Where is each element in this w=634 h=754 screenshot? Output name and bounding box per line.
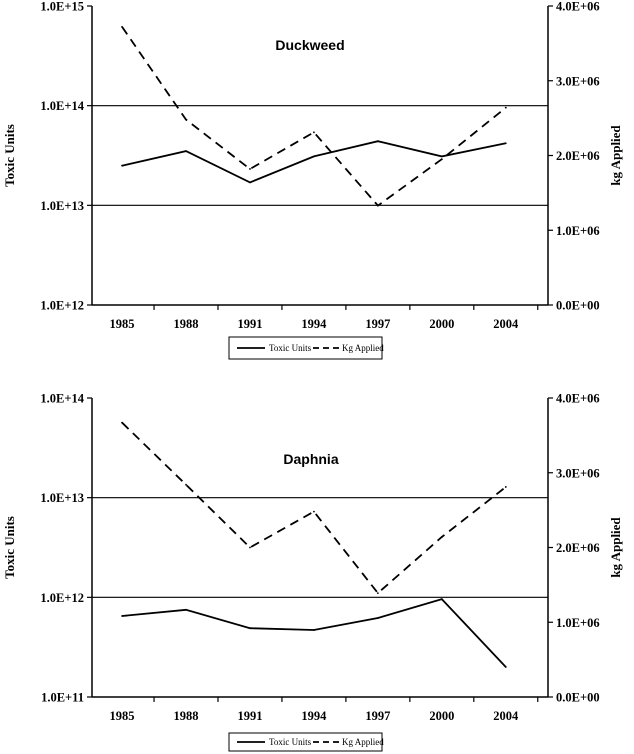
data-point <box>313 155 315 158</box>
data-point <box>376 204 379 207</box>
data-point <box>185 150 187 153</box>
left-tick-label: 1.0E+13 <box>40 199 84 213</box>
data-point <box>504 486 507 488</box>
legend-label: Toxic Units <box>269 343 312 353</box>
series-line-kg-applied <box>121 26 507 207</box>
series-line-kg-applied <box>121 422 507 595</box>
x-tick-label: 2004 <box>493 709 519 723</box>
data-point <box>313 629 315 631</box>
legend-label: Kg Applied <box>342 737 384 747</box>
y2-axis-title: kg Applied <box>608 517 623 578</box>
left-tick-label: 1.0E+11 <box>41 691 84 705</box>
series-line-toxic-units <box>122 598 507 668</box>
right-tick-label: 3.0E+06 <box>556 466 600 480</box>
right-tick-label: 1.0E+06 <box>556 616 600 630</box>
data-point <box>249 168 251 170</box>
data-point <box>185 118 187 121</box>
right-tick-label: 4.0E+06 <box>556 392 600 406</box>
x-tick-label: 1997 <box>365 317 390 331</box>
left-tick-label: 1.0E+12 <box>40 591 84 605</box>
data-point <box>313 510 315 513</box>
legend: Toxic Units Kg Applied <box>228 336 384 360</box>
chart-1: 1.0E+12 1.0E+13 1.0E+14 1.0E+15 0.0E+00 1.0E+… <box>2 0 623 360</box>
right-tick-label: 1.0E+06 <box>556 224 600 238</box>
y-axis-title: Toxic Units <box>2 124 17 187</box>
left-tick-label: 1.0E+15 <box>40 0 84 14</box>
legend-box <box>228 336 383 360</box>
legend-box <box>228 732 383 752</box>
right-tick-label: 2.0E+06 <box>556 149 600 163</box>
x-tick-label: 1985 <box>110 317 135 331</box>
data-point <box>440 158 443 161</box>
right-tick-label: 0.0E+00 <box>556 299 600 313</box>
data-point <box>504 142 507 145</box>
data-point <box>504 666 507 668</box>
data-point <box>249 627 251 630</box>
right-tick-label: 0.0E+00 <box>556 691 600 705</box>
chart-title: Daphnia <box>283 451 338 467</box>
data-point <box>121 421 123 424</box>
right-tick-label: 3.0E+06 <box>556 74 600 88</box>
data-point <box>376 617 379 619</box>
legend-label: Kg Applied <box>342 343 384 353</box>
data-point <box>440 598 443 601</box>
x-tick-label: 1994 <box>301 709 327 723</box>
data-point <box>121 164 123 167</box>
data-point <box>376 592 379 594</box>
data-point <box>121 615 123 617</box>
data-point <box>440 155 443 158</box>
x-tick-label: 2000 <box>429 317 454 331</box>
left-tick-label: 1.0E+14 <box>40 392 84 406</box>
x-tick-label: 1991 <box>237 709 262 723</box>
x-tick-label: 1985 <box>110 709 135 723</box>
right-tick-label: 2.0E+06 <box>556 541 600 555</box>
chart-2: 1.0E+11 1.0E+12 1.0E+13 1.0E+14 0.0E+00 1.0E+… <box>2 392 623 752</box>
data-point <box>185 483 187 486</box>
data-point <box>376 140 379 143</box>
data-point <box>121 26 123 28</box>
data-point <box>185 608 187 611</box>
x-tick-label: 1991 <box>237 317 262 331</box>
data-point <box>440 536 443 538</box>
y-axis-title: Toxic Units <box>2 516 17 579</box>
x-tick-label: 2004 <box>493 317 519 331</box>
x-tick-label: 1997 <box>365 709 390 723</box>
data-point <box>249 546 251 549</box>
left-tick-label: 1.0E+12 <box>40 299 84 313</box>
data-point <box>504 106 507 109</box>
chart-title: Duckweed <box>275 37 344 53</box>
left-tick-label: 1.0E+14 <box>40 99 84 113</box>
y2-axis-title: kg Applied <box>608 125 623 186</box>
x-tick-label: 1988 <box>174 709 199 723</box>
right-tick-label: 4.0E+06 <box>556 0 600 14</box>
x-tick-label: 2000 <box>429 709 454 723</box>
x-tick-label: 1988 <box>174 317 199 331</box>
legend-label: Toxic Units <box>269 737 312 747</box>
data-point <box>249 181 251 184</box>
x-tick-label: 1994 <box>301 317 327 331</box>
legend: Toxic Units Kg Applied <box>228 732 384 752</box>
series-line-toxic-units <box>121 140 506 184</box>
left-tick-label: 1.0E+13 <box>40 491 84 505</box>
data-point <box>313 131 315 134</box>
